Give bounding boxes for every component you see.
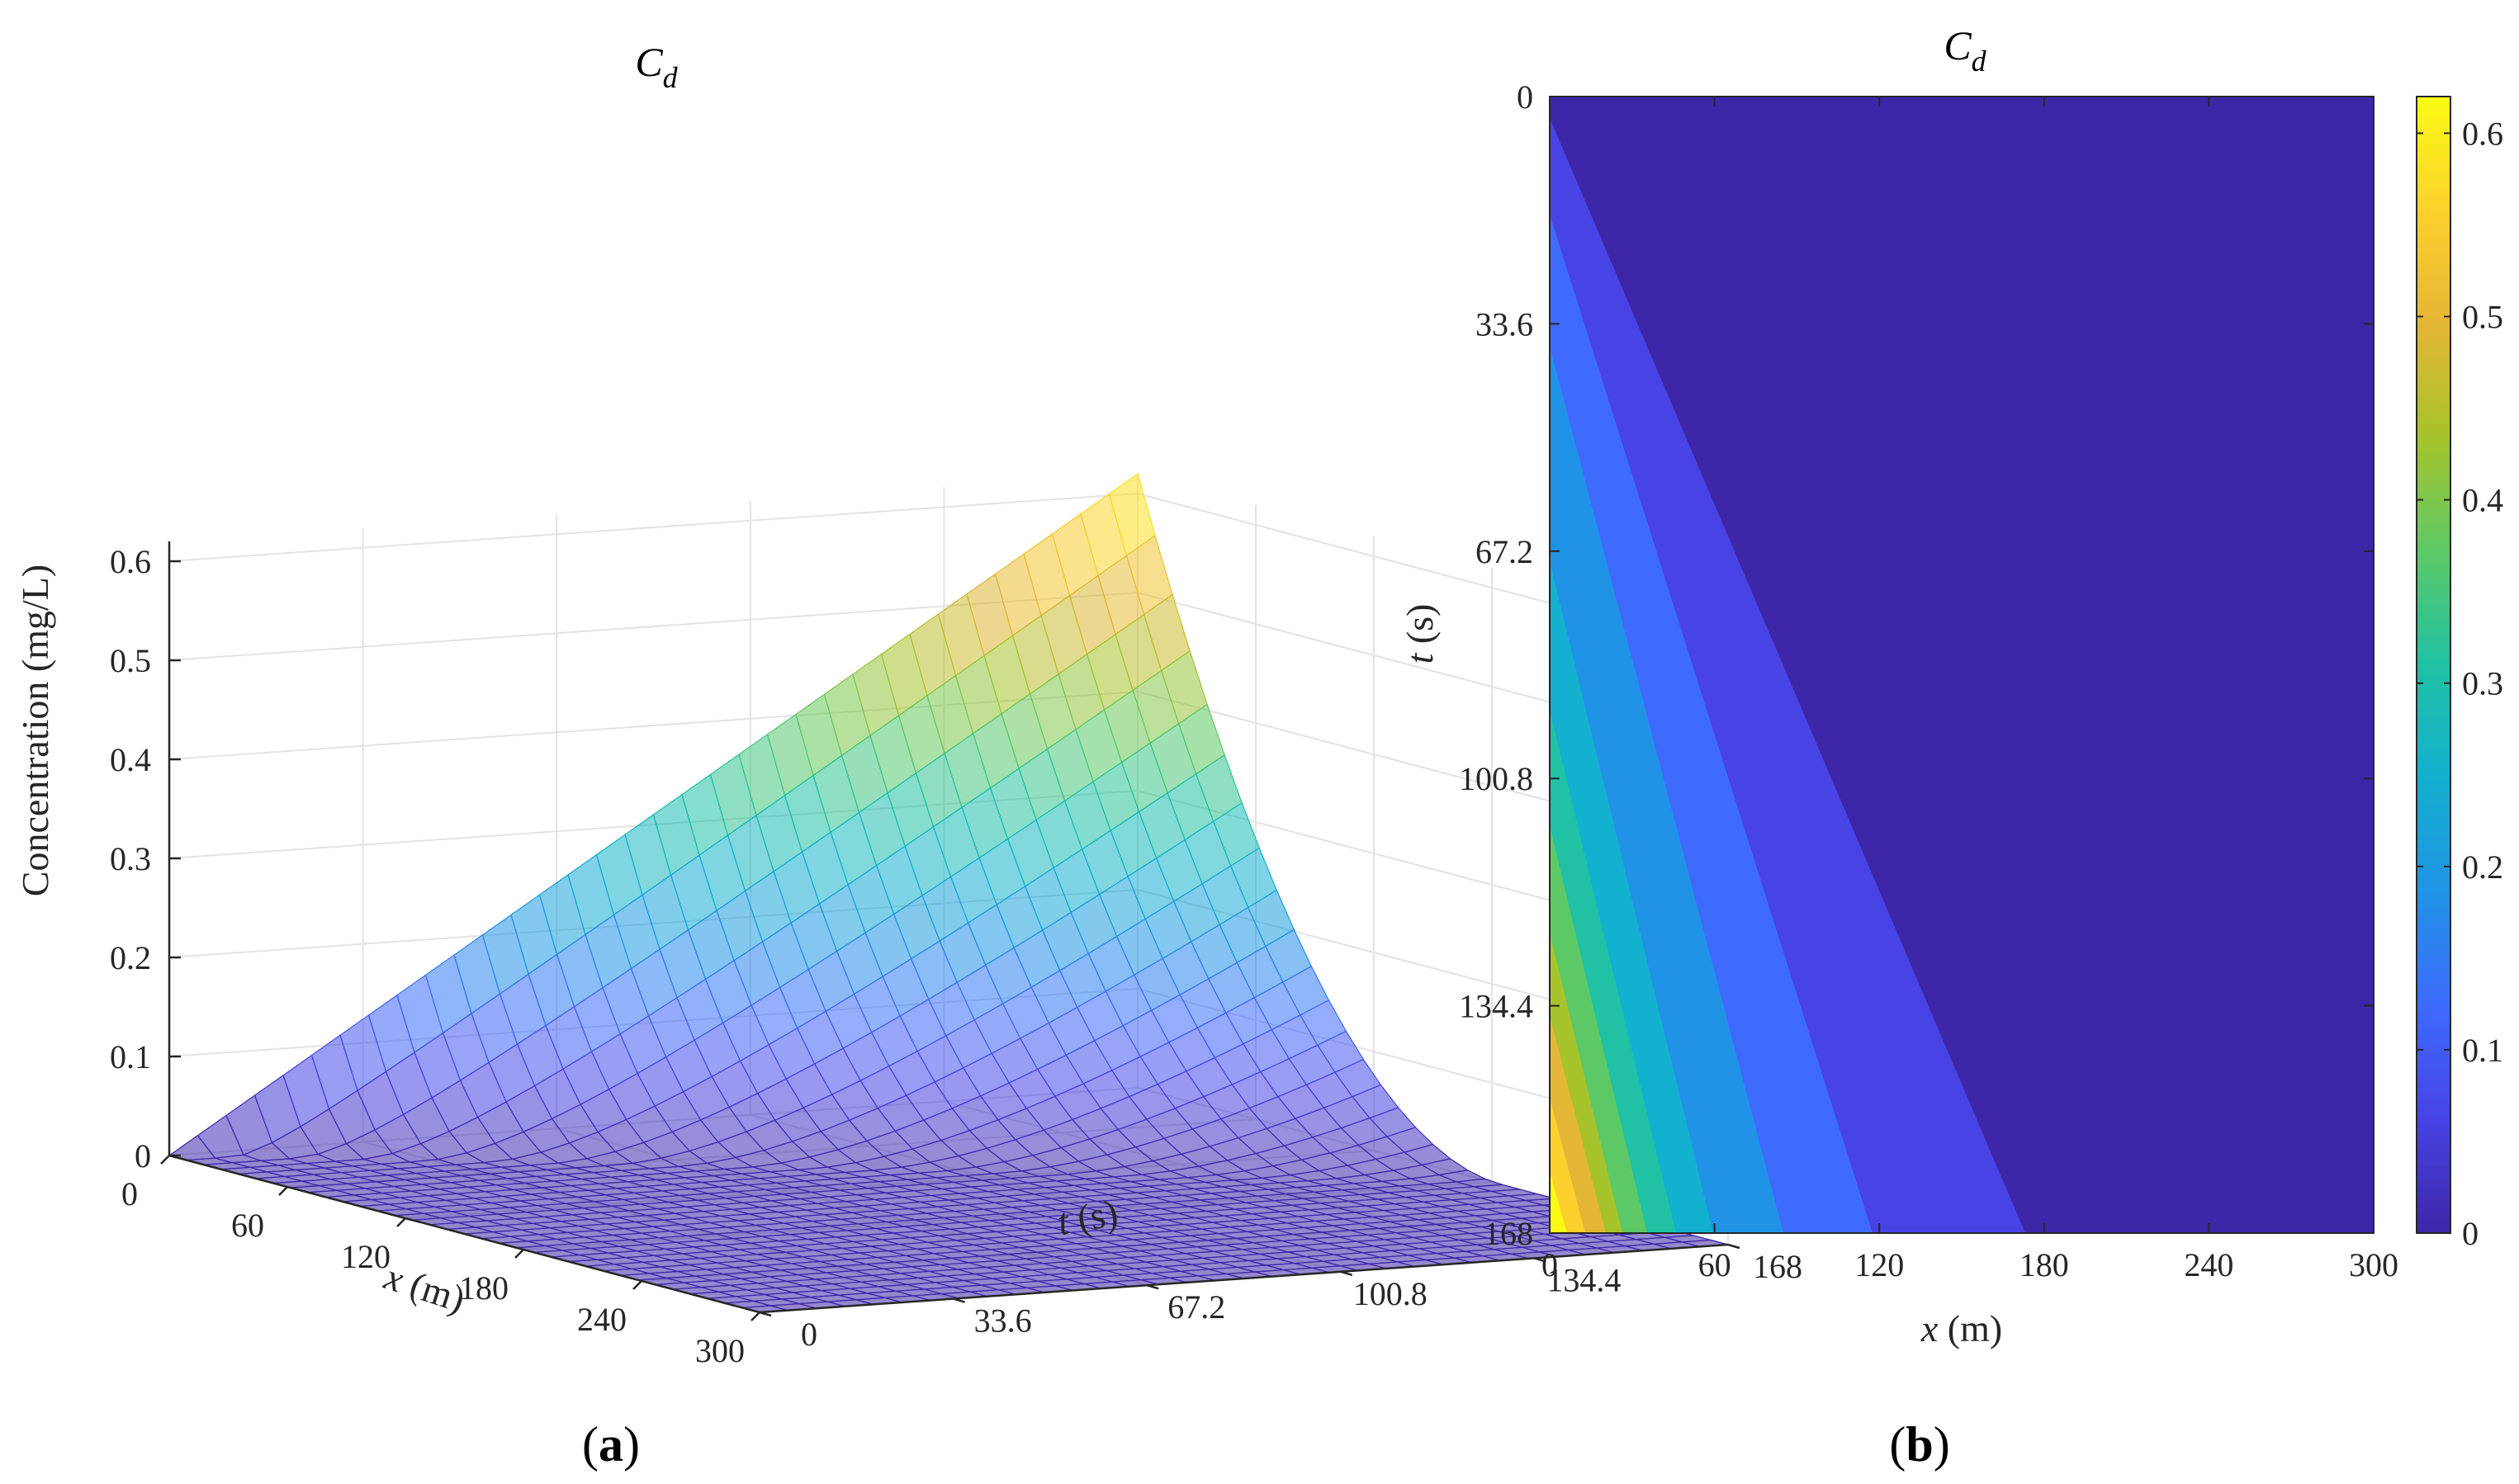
heatmap-y-tick: 67.2	[1475, 533, 1533, 570]
heatmap-x-tick: 240	[2184, 1246, 2233, 1283]
surface-t-tick: 100.8	[1353, 1275, 1428, 1312]
colorbar-tick: 0.1	[2462, 1032, 2503, 1069]
heatmap-y-tick: 168	[1484, 1215, 1533, 1252]
concentration-surface	[168, 473, 1729, 1313]
heatmap-plot: 0 60 120 180 240 300 0 33.6 67.2 100.8 134.4 168 Cd…	[1399, 22, 2503, 1349]
colorbar-tick: 0.3	[2462, 665, 2503, 702]
heatmap-x-tick: 300	[2349, 1246, 2398, 1283]
surface-x-tick: 300	[695, 1332, 745, 1369]
colorbar-tick: 0.5	[2462, 299, 2503, 336]
heatmap-y-tick: 0	[1517, 78, 1533, 116]
surface-x-tick: 0	[121, 1175, 138, 1212]
heatmap-x-label: x (m)	[1920, 1307, 2002, 1349]
surface-x-tick: 240	[577, 1301, 627, 1338]
surface-t-tick: 67.2	[1167, 1288, 1225, 1326]
colorbar-tick: 0.2	[2462, 848, 2503, 886]
heatmap-field	[1550, 97, 2374, 1233]
surface-title: Cd	[635, 39, 678, 94]
surface-t-tick: 168	[1753, 1248, 1802, 1285]
colorbar	[2416, 96, 2451, 1234]
surface-t-label: t (s)	[1054, 1191, 1121, 1243]
heatmap-y-tick: 33.6	[1475, 305, 1533, 343]
surface-z-tick: 0.5	[110, 642, 151, 679]
surface-z-tick: 0	[135, 1137, 151, 1174]
colorbar-ticks: 0 0.1 0.2 0.3 0.4 0.5 0.6	[2417, 115, 2503, 1252]
surface-z-tick: 0.3	[110, 840, 151, 877]
colorbar-tick: 0.6	[2462, 115, 2503, 152]
colorbar-tick: 0.4	[2462, 482, 2503, 519]
surface-z-label: Concentration (mg/L)	[14, 565, 56, 896]
panel-b-label: (b)	[1889, 1417, 1949, 1472]
heatmap-title: Cd	[1944, 22, 1986, 78]
heatmap-y-label: t (s)	[1399, 604, 1441, 664]
heatmap-axes: 0 60 120 180 240 300 0 33.6 67.2 100.8 134.4 168	[1459, 78, 2398, 1283]
heatmap-y-tick: 100.8	[1459, 760, 1533, 797]
surface-x-tick: 60	[231, 1207, 264, 1244]
surface-t-tick: 33.6	[974, 1302, 1032, 1340]
colorbar-tick: 0	[2462, 1215, 2479, 1252]
panel-a-label: (a)	[582, 1417, 640, 1472]
surface-x-tick: 180	[459, 1269, 509, 1307]
heatmap-frame	[1549, 96, 2375, 1234]
surface-z-tick: 0.6	[110, 543, 151, 580]
surface-x-tick: 120	[341, 1238, 391, 1275]
heatmap-x-tick: 120	[1854, 1246, 1904, 1283]
heatmap-x-tick: 180	[2019, 1246, 2069, 1283]
heatmap-y-tick: 134.4	[1459, 988, 1533, 1025]
surface-axes: 0 0.1 0.2 0.3 0.4 0.5 0.6 0 60 120 180 240 300 0 33.6 6…	[110, 541, 1802, 1369]
surface-z-tick: 0.4	[110, 741, 151, 778]
surface-z-tick: 0.1	[110, 1038, 151, 1075]
heatmap-x-tick: 60	[1698, 1246, 1731, 1283]
surface-z-tick: 0.2	[110, 939, 151, 976]
surface-plot: 0 0.1 0.2 0.3 0.4 0.5 0.6 0 60 120 180 240 300 0 33.6 6…	[14, 39, 1802, 1369]
surface-t-tick: 0	[801, 1316, 817, 1353]
surface-t-tick: 134.4	[1546, 1261, 1621, 1298]
heatmap-x-tick: 0	[1541, 1246, 1558, 1283]
surface-x-label: x (m)	[379, 1255, 470, 1321]
